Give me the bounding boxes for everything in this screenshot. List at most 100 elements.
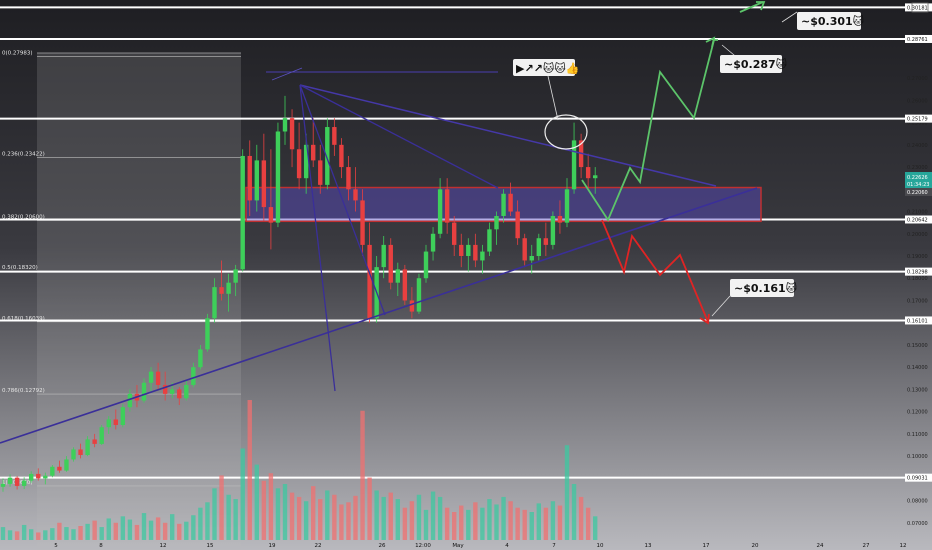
volume-bar <box>444 507 450 540</box>
volume-bar <box>261 480 267 540</box>
volume-bar <box>120 516 126 540</box>
volume-bar <box>473 502 478 540</box>
candle-body <box>78 449 83 456</box>
volume-bar <box>29 529 34 540</box>
candle-body <box>92 439 97 444</box>
bullish-projection-path <box>581 39 718 222</box>
volume-bar <box>416 494 422 540</box>
candle-body <box>416 278 422 312</box>
volume-bar <box>78 526 83 540</box>
candle-body <box>353 189 358 201</box>
price-line-badge-label: 0.30181 <box>907 5 928 11</box>
volume-bar <box>36 532 41 540</box>
price-tick-label: 0.21000 <box>907 210 928 216</box>
candle-body <box>14 477 20 486</box>
price-line-badge-bg <box>905 34 932 43</box>
volume-bar <box>155 517 161 540</box>
volume-bar <box>543 507 549 540</box>
candle-body <box>402 269 408 301</box>
volume-bar <box>593 516 598 540</box>
volume-bar <box>289 492 295 540</box>
fib-retracement-area <box>37 53 241 550</box>
callout-target-low-text: ~$0.161🐱 <box>734 282 798 295</box>
volume-bar <box>50 528 55 540</box>
candle-body <box>36 473 41 479</box>
price-line-badge-bg <box>905 316 932 325</box>
price-line-badge-label: 0.16101 <box>907 318 928 324</box>
price-tick-label: 0.11000 <box>907 432 928 438</box>
volume-bar <box>303 501 309 540</box>
candle-body <box>261 160 267 208</box>
candle-body <box>233 269 238 283</box>
candle-body <box>593 175 598 179</box>
candle-body <box>85 439 90 456</box>
candle-body <box>303 144 309 179</box>
candle-body <box>29 473 34 481</box>
candle-body <box>508 193 513 212</box>
volume-bar <box>578 496 584 540</box>
price-tick-label: 0.13000 <box>907 387 928 393</box>
volume-bar <box>360 410 365 540</box>
candle-body <box>367 244 372 319</box>
price-line-badge-bg <box>905 114 932 123</box>
candle-body <box>254 160 259 201</box>
time-axis[interactable]: 5 8 12 15 19 22 26 12:00 May 4 7 10 13 17 20 24 27 12 <box>54 543 906 549</box>
volume-bar <box>162 522 168 540</box>
volume-bar <box>282 484 288 540</box>
volume-bar <box>395 499 400 540</box>
current-price-badge: 0.22626 01:34:23 <box>905 172 932 188</box>
price-tick-label: 0.23000 <box>907 165 928 171</box>
descending-trendline <box>299 84 717 187</box>
price-tick-label: 0.12000 <box>907 410 928 416</box>
candle-body <box>240 155 245 270</box>
volume-bar <box>127 519 133 540</box>
time-tick-label: 10 <box>597 543 604 549</box>
candle-body <box>395 269 400 283</box>
price-tick-label: 0.07000 <box>907 521 928 527</box>
volume-bar <box>564 445 570 540</box>
volume-bar <box>423 509 429 540</box>
callout-target-high-text: ~$0.301🐱 <box>801 15 865 28</box>
candle-body <box>21 480 27 486</box>
bearish-arrowhead <box>699 313 710 325</box>
candle-body <box>543 238 549 245</box>
candle-body <box>162 384 168 394</box>
volume-bar <box>402 507 408 540</box>
volume-bar <box>529 512 534 540</box>
candle-body <box>50 466 55 476</box>
time-tick-label: 24 <box>817 543 824 549</box>
volume-bar <box>170 514 175 540</box>
price-axis[interactable]: 0.27000 0.26000 0.25000 0.24000 0.23000 0.220… <box>907 76 928 527</box>
volume-bar <box>134 524 140 540</box>
volume-bar <box>325 490 330 540</box>
volume-bar <box>247 400 252 540</box>
callout-note-text: ▶↗↗🐱🐱👍 <box>516 62 580 75</box>
volume-bar <box>437 496 443 540</box>
candle-body <box>473 244 478 261</box>
candle-body <box>515 211 520 239</box>
volume-bar <box>585 507 591 540</box>
volume-bar <box>14 531 20 540</box>
volume-bar <box>339 504 344 540</box>
volume-bar <box>494 504 499 540</box>
volume-bar <box>92 520 97 540</box>
volume-bar <box>254 464 259 540</box>
volume-bar <box>536 503 541 540</box>
volume-bar <box>219 475 224 540</box>
volume-bar <box>205 502 210 540</box>
volume-bar <box>501 496 506 540</box>
fib-label: 0.236(0.23422) <box>2 152 45 158</box>
fib-label: 0.618(0.16039) <box>2 316 45 322</box>
time-tick-label: 20 <box>752 543 759 549</box>
price-line-badges: 0.30181 0.28761 0.25179 0.20642 0.18298 0.161… <box>905 3 932 482</box>
volume-bar <box>7 530 13 540</box>
time-tick-label: 5 <box>54 543 58 549</box>
candle-body <box>177 389 182 399</box>
candle-body <box>120 407 126 425</box>
volume-bar <box>515 507 520 540</box>
candle-body <box>247 155 252 201</box>
volume-bar <box>487 499 492 540</box>
chart-settings-icon[interactable] <box>911 2 929 13</box>
